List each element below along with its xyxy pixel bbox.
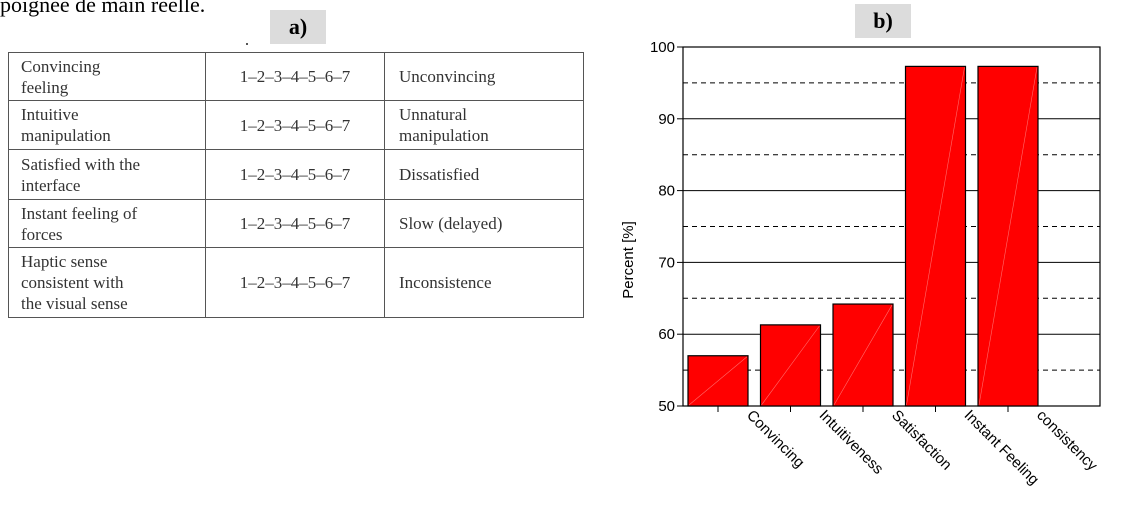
scale-text: 1–2–3–4–5–6–7 <box>239 67 351 86</box>
positive-pole-cell-line: Intuitive <box>21 105 79 124</box>
panel-a-label: a) <box>270 10 326 44</box>
y-tick-label: 50 <box>658 398 675 415</box>
panel-b-label: b) <box>855 4 911 38</box>
table-row: Haptic sense consistent with the visual se… <box>8 247 584 318</box>
positive-pole-cell-line: feeling <box>21 77 69 97</box>
positive-pole-cell-line: manipulation <box>21 126 111 145</box>
positive-pole-cell-line: Convincing <box>21 56 101 76</box>
y-tick-label: 60 <box>658 326 675 343</box>
positive-pole-cell-line: the visual sense <box>21 294 128 313</box>
table-row: Intuitive manipulation 1–2–3–4–5–6–7 Unnatu… <box>8 100 584 150</box>
table-row: Convincing feeling 1–2–3–4–5–6–7 Unconvinci… <box>8 52 584 101</box>
negative-pole-cell: Unconvincing <box>384 52 584 101</box>
positive-pole-cell: Instant feeling of forces <box>8 199 206 248</box>
negative-pole-cell-line: manipulation <box>399 126 489 145</box>
negative-pole-cell: Slow (delayed) <box>384 199 584 248</box>
positive-pole-cell: Intuitive manipulation <box>8 100 206 150</box>
negative-pole-cell-line: Unnatural <box>399 105 467 124</box>
y-tick-label: 100 <box>650 39 675 56</box>
negative-pole-cell: Dissatisfied <box>384 149 584 200</box>
scale-text: 1–2–3–4–5–6–7 <box>239 273 351 292</box>
negative-pole-cell: Unnatural manipulation <box>384 100 584 150</box>
bar-chart: 50 60 70 80 90 100 Convincing Intuitiveness Sati… <box>620 39 1101 489</box>
scale-cell: 1–2–3–4–5–6–7 <box>205 199 385 248</box>
positive-pole-cell: Haptic sense consistent with the visual se… <box>8 247 206 318</box>
x-tick-label: Convincing <box>743 407 808 472</box>
y-tick-label: 90 <box>658 111 675 128</box>
bar-highlight <box>833 304 893 406</box>
header-text: poignée de main réelle. <box>0 0 206 17</box>
negative-pole-cell-line: Slow (delayed) <box>399 214 503 233</box>
x-tick-label: consistency <box>1033 407 1101 475</box>
negative-pole-cell-line: Inconsistence <box>399 273 492 292</box>
y-tick-label: 70 <box>658 254 675 271</box>
stray-mark <box>246 43 248 45</box>
positive-pole-cell-line: Haptic sense <box>21 252 108 271</box>
positive-pole-cell-line: interface <box>21 175 81 195</box>
negative-pole-cell: Inconsistence <box>384 247 584 318</box>
positive-pole-cell-line: consistent with <box>21 273 124 292</box>
scale-cell: 1–2–3–4–5–6–7 <box>205 149 385 200</box>
bar-highlight <box>761 325 820 406</box>
scale-cell: 1–2–3–4–5–6–7 <box>205 247 385 318</box>
scale-cell: 1–2–3–4–5–6–7 <box>205 52 385 101</box>
bar-highlight <box>906 67 965 406</box>
negative-pole-cell-line: Dissatisfied <box>399 165 480 184</box>
bar-highlight <box>978 67 1038 406</box>
scale-text: 1–2–3–4–5–6–7 <box>239 165 351 184</box>
y-tick-label: 80 <box>658 183 675 200</box>
x-tick-label: Intuitiveness <box>816 407 887 478</box>
table-row: Instant feeling of forces 1–2–3–4–5–6–7 Slo… <box>8 199 584 248</box>
positive-pole-cell-line: Instant feeling of <box>21 203 138 223</box>
y-axis-label: Percent [%] <box>620 221 637 299</box>
scale-table: Convincing feeling 1–2–3–4–5–6–7 Unconvinci… <box>8 52 584 318</box>
positive-pole-cell: Convincing feeling <box>8 52 206 101</box>
positive-pole-cell-line: forces <box>21 224 63 244</box>
scale-text: 1–2–3–4–5–6–7 <box>239 115 351 135</box>
scale-cell: 1–2–3–4–5–6–7 <box>205 100 385 150</box>
bar-highlight <box>688 356 748 406</box>
table-row: Satisfied with the interface 1–2–3–4–5–6–7… <box>8 149 584 200</box>
bars <box>687 65 1039 407</box>
axes <box>677 46 1009 412</box>
x-tick-label: Instant Feeling <box>961 407 1043 489</box>
scale-text: 1–2–3–4–5–6–7 <box>239 214 351 233</box>
negative-pole-cell-line: Unconvincing <box>399 67 496 86</box>
positive-pole-cell-line: Satisfied with the <box>21 154 140 174</box>
positive-pole-cell: Satisfied with the interface <box>8 149 206 200</box>
x-tick-label: Satisfaction <box>888 407 955 474</box>
